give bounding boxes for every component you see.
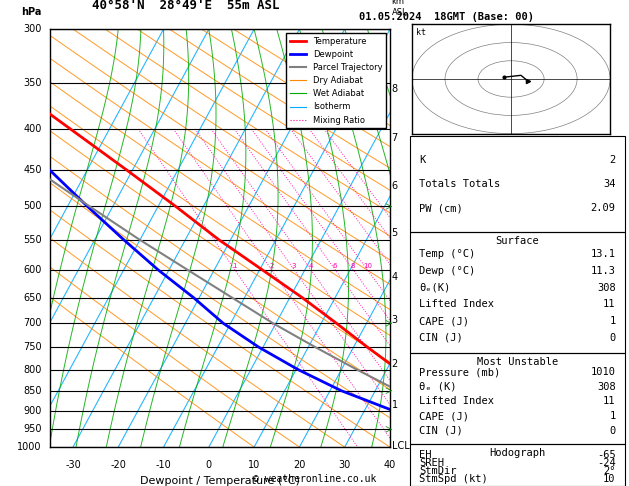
Text: 500: 500	[23, 202, 42, 211]
Text: 308: 308	[597, 283, 616, 293]
Text: 1010: 1010	[591, 367, 616, 377]
Text: 1: 1	[610, 316, 616, 326]
Text: 11.3: 11.3	[591, 266, 616, 276]
Text: θₑ (K): θₑ (K)	[419, 382, 457, 392]
Text: EH: EH	[419, 450, 431, 460]
Text: CIN (J): CIN (J)	[419, 333, 463, 343]
Text: 6: 6	[392, 181, 398, 191]
Text: 950: 950	[23, 424, 42, 434]
Text: CAPE (J): CAPE (J)	[419, 411, 469, 421]
Text: 900: 900	[23, 405, 42, 416]
Text: 4: 4	[392, 272, 398, 282]
Text: Most Unstable: Most Unstable	[477, 357, 558, 366]
Text: -24: -24	[597, 458, 616, 468]
Text: 300: 300	[23, 24, 42, 34]
Text: 2: 2	[610, 155, 616, 165]
Text: StmDir: StmDir	[419, 466, 457, 476]
Text: 2.09: 2.09	[591, 203, 616, 213]
Text: 13.1: 13.1	[591, 249, 616, 259]
Text: -30: -30	[65, 460, 81, 469]
Text: hPa: hPa	[21, 7, 42, 17]
Text: 450: 450	[23, 165, 42, 175]
Text: 700: 700	[23, 318, 42, 329]
Text: 1: 1	[233, 262, 237, 269]
Text: 10: 10	[363, 262, 372, 269]
Text: 850: 850	[23, 386, 42, 396]
Text: 1: 1	[392, 399, 398, 410]
Text: 34: 34	[603, 179, 616, 189]
Text: 550: 550	[23, 235, 42, 244]
Text: 20: 20	[293, 460, 306, 469]
Text: 30: 30	[338, 460, 351, 469]
Bar	[410, 353, 625, 444]
Text: Temp (°C): Temp (°C)	[419, 249, 476, 259]
Text: SREH: SREH	[419, 458, 444, 468]
Legend: Temperature, Dewpoint, Parcel Trajectory, Dry Adiabat, Wet Adiabat, Isotherm, Mi: Temperature, Dewpoint, Parcel Trajectory…	[286, 34, 386, 128]
Text: θₑ(K): θₑ(K)	[419, 283, 450, 293]
Text: 8: 8	[351, 262, 355, 269]
Text: 2: 2	[392, 359, 398, 368]
Text: 3: 3	[292, 262, 296, 269]
Text: Hodograph: Hodograph	[489, 448, 545, 457]
Text: 750: 750	[23, 342, 42, 352]
Bar	[410, 444, 625, 486]
Text: 0: 0	[610, 426, 616, 436]
Text: 40: 40	[384, 460, 396, 469]
Text: 600: 600	[23, 265, 42, 275]
Text: 650: 650	[23, 293, 42, 303]
Text: kt: kt	[416, 28, 426, 36]
Text: 400: 400	[23, 124, 42, 134]
Text: CIN (J): CIN (J)	[419, 426, 463, 436]
Text: 10: 10	[248, 460, 260, 469]
Text: Lifted Index: Lifted Index	[419, 397, 494, 406]
Text: 10: 10	[603, 474, 616, 484]
Text: StmSpd (kt): StmSpd (kt)	[419, 474, 488, 484]
Text: 3: 3	[392, 315, 398, 325]
Text: 11: 11	[603, 299, 616, 310]
Text: 800: 800	[23, 364, 42, 375]
Text: Dewpoint / Temperature (°C): Dewpoint / Temperature (°C)	[140, 476, 300, 486]
Text: 8: 8	[392, 84, 398, 94]
Text: -20: -20	[110, 460, 126, 469]
Text: 11: 11	[603, 397, 616, 406]
Text: 01.05.2024  18GMT (Base: 00): 01.05.2024 18GMT (Base: 00)	[359, 12, 534, 22]
Text: 0: 0	[206, 460, 212, 469]
Text: LCL: LCL	[392, 441, 409, 451]
Text: Lifted Index: Lifted Index	[419, 299, 494, 310]
Text: PW (cm): PW (cm)	[419, 203, 463, 213]
Text: Surface: Surface	[496, 236, 539, 246]
Text: Dewp (°C): Dewp (°C)	[419, 266, 476, 276]
Text: -65: -65	[597, 450, 616, 460]
Text: K: K	[419, 155, 425, 165]
Text: Totals Totals: Totals Totals	[419, 179, 500, 189]
Text: CAPE (J): CAPE (J)	[419, 316, 469, 326]
Text: 5: 5	[392, 228, 398, 238]
Text: -10: -10	[155, 460, 172, 469]
Text: 6: 6	[333, 262, 337, 269]
Text: 7: 7	[392, 134, 398, 143]
Text: km
ASL: km ASL	[392, 0, 408, 17]
Text: 1000: 1000	[18, 442, 42, 452]
Text: 4: 4	[309, 262, 313, 269]
Text: Pressure (mb): Pressure (mb)	[419, 367, 500, 377]
Text: 2: 2	[269, 262, 274, 269]
Text: 350: 350	[23, 78, 42, 87]
Bar	[410, 232, 625, 353]
Text: 308: 308	[597, 382, 616, 392]
Text: 0: 0	[610, 333, 616, 343]
Text: 40°58'N  28°49'E  55m ASL: 40°58'N 28°49'E 55m ASL	[92, 0, 280, 13]
Text: 2°: 2°	[603, 466, 616, 476]
Bar	[410, 136, 625, 232]
Text: © weatheronline.co.uk: © weatheronline.co.uk	[253, 473, 376, 484]
Text: 1: 1	[610, 411, 616, 421]
